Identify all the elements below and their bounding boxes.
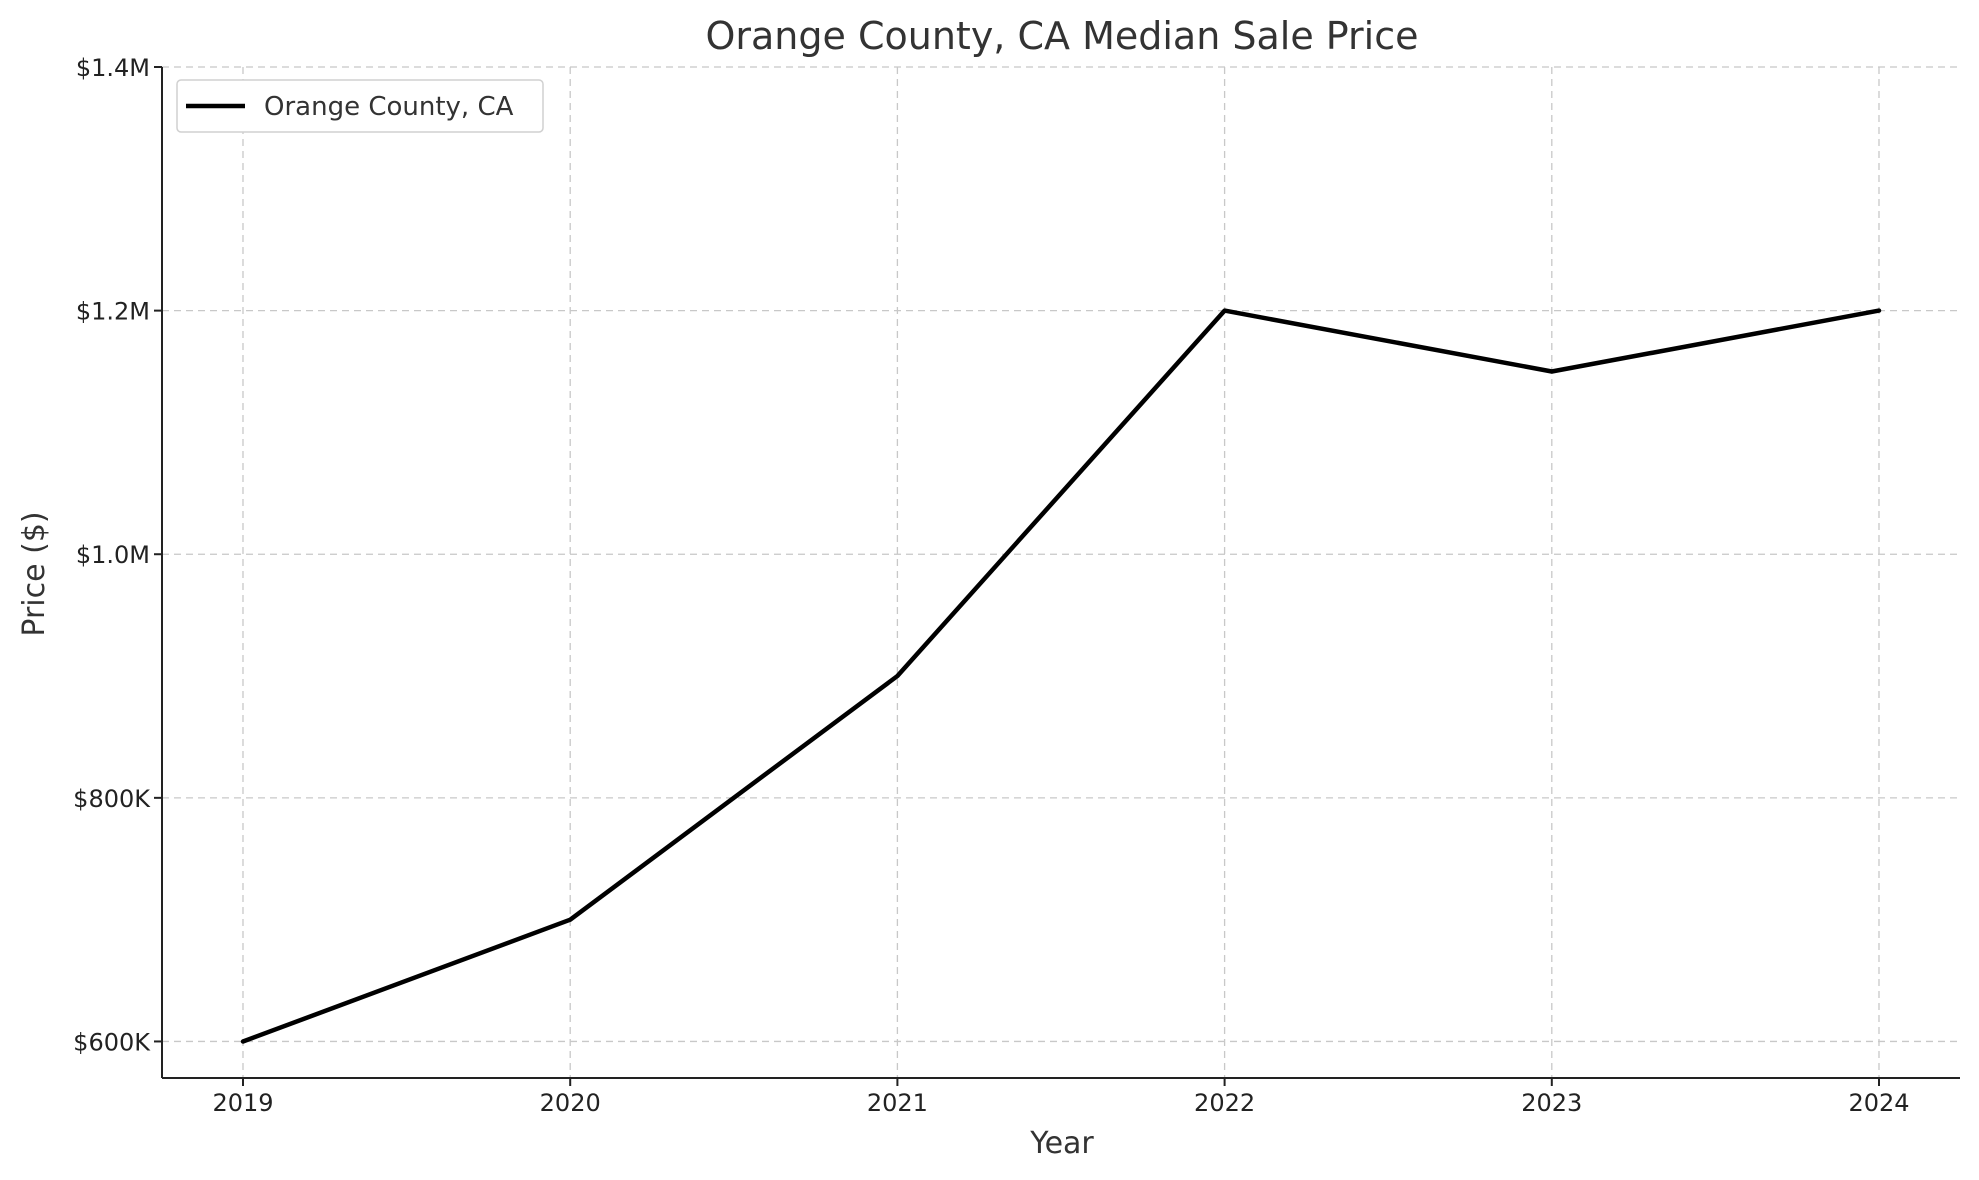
legend-box xyxy=(176,79,544,133)
y-tick-label: $600K xyxy=(73,1028,151,1056)
legend: Orange County, CA xyxy=(176,79,544,133)
x-tick-label: 2020 xyxy=(540,1089,601,1117)
y-tick-label: $1.0M xyxy=(76,541,150,569)
series xyxy=(240,308,1882,1044)
chart-title: Orange County, CA Median Sale Price xyxy=(705,14,1418,58)
x-tick-label: 2024 xyxy=(1848,1089,1909,1117)
y-tick-label: $1.4M xyxy=(76,54,150,82)
y-axis-label: Price ($) xyxy=(17,511,52,636)
y-tick-label: $800K xyxy=(73,785,151,813)
series-line xyxy=(240,308,1882,1044)
grid-lines xyxy=(162,66,1960,1078)
x-tick-label: 2021 xyxy=(867,1089,928,1117)
legend-label: Orange County, CA xyxy=(264,92,514,122)
x-axis-label: Year xyxy=(1029,1126,1094,1161)
axes xyxy=(154,66,1960,1086)
x-tick-label: 2022 xyxy=(1194,1089,1255,1117)
tick-labels: 2019 2020 2021 2022 2023 2024 $600K $800K $1.0M $… xyxy=(73,54,1909,1117)
x-tick-label: 2023 xyxy=(1521,1089,1582,1117)
y-tick-label: $1.2M xyxy=(76,298,150,326)
x-tick-label: 2019 xyxy=(212,1089,273,1117)
